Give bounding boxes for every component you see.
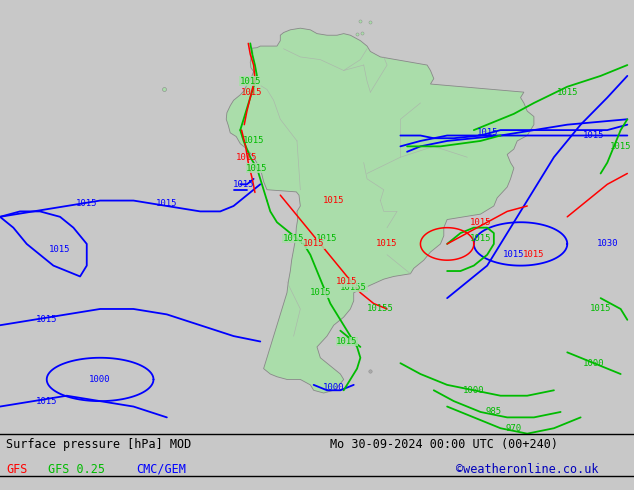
Text: 1015: 1015 (523, 250, 545, 259)
Text: 1015: 1015 (557, 88, 578, 97)
Text: 1030: 1030 (597, 240, 618, 248)
Text: 1015: 1015 (76, 199, 98, 208)
Text: 10155: 10155 (367, 304, 394, 314)
Text: 1015: 1015 (240, 77, 261, 86)
Point (355, 17, 365, 24)
Text: 1015: 1015 (503, 250, 524, 259)
Text: 1015: 1015 (283, 234, 304, 243)
Text: 1015: 1015 (377, 240, 398, 248)
Text: 1015: 1015 (36, 396, 58, 406)
Text: 1000: 1000 (583, 359, 605, 368)
Text: CMC/GEM: CMC/GEM (136, 463, 186, 476)
Text: 1015: 1015 (610, 142, 631, 151)
Text: Surface pressure [hPa] MOD: Surface pressure [hPa] MOD (6, 439, 191, 451)
Text: 1015: 1015 (470, 234, 491, 243)
Text: 1015: 1015 (336, 337, 358, 346)
Text: 1015: 1015 (243, 136, 264, 146)
Text: 985: 985 (486, 408, 502, 416)
Text: 1015: 1015 (470, 218, 491, 227)
Text: 1015: 1015 (241, 88, 262, 97)
Text: 1015: 1015 (233, 180, 254, 189)
Polygon shape (226, 28, 534, 393)
Point (357, 28, 367, 36)
Text: 1015: 1015 (156, 199, 178, 208)
Point (158, 86, 169, 94)
Text: 1000: 1000 (463, 386, 484, 395)
Text: 1015: 1015 (476, 128, 498, 137)
Text: 1000: 1000 (89, 375, 111, 384)
Text: 1015: 1015 (323, 196, 344, 205)
Text: 1015: 1015 (246, 164, 268, 172)
Text: 1015: 1015 (583, 131, 605, 140)
Text: 1015: 1015 (49, 245, 71, 254)
Text: Mo 30-09-2024 00:00 UTC (00+240): Mo 30-09-2024 00:00 UTC (00+240) (330, 439, 558, 451)
Text: 1015: 1015 (303, 240, 325, 248)
Text: 1015: 1015 (309, 288, 331, 297)
Text: 10155: 10155 (340, 283, 367, 292)
Text: 1015: 1015 (316, 234, 338, 243)
Point (365, 368, 375, 375)
Text: 1015: 1015 (236, 153, 257, 162)
Text: 1015: 1015 (336, 277, 358, 286)
Text: GFS: GFS (6, 463, 28, 476)
Text: 1015: 1015 (36, 316, 58, 324)
Text: 1015: 1015 (590, 304, 611, 314)
Text: GFS 0.25: GFS 0.25 (48, 463, 105, 476)
Text: ©weatheronline.co.uk: ©weatheronline.co.uk (456, 463, 599, 476)
Text: 1000: 1000 (323, 383, 344, 392)
Text: 970: 970 (506, 424, 522, 433)
Point (352, 30, 362, 38)
Point (365, 18, 375, 25)
